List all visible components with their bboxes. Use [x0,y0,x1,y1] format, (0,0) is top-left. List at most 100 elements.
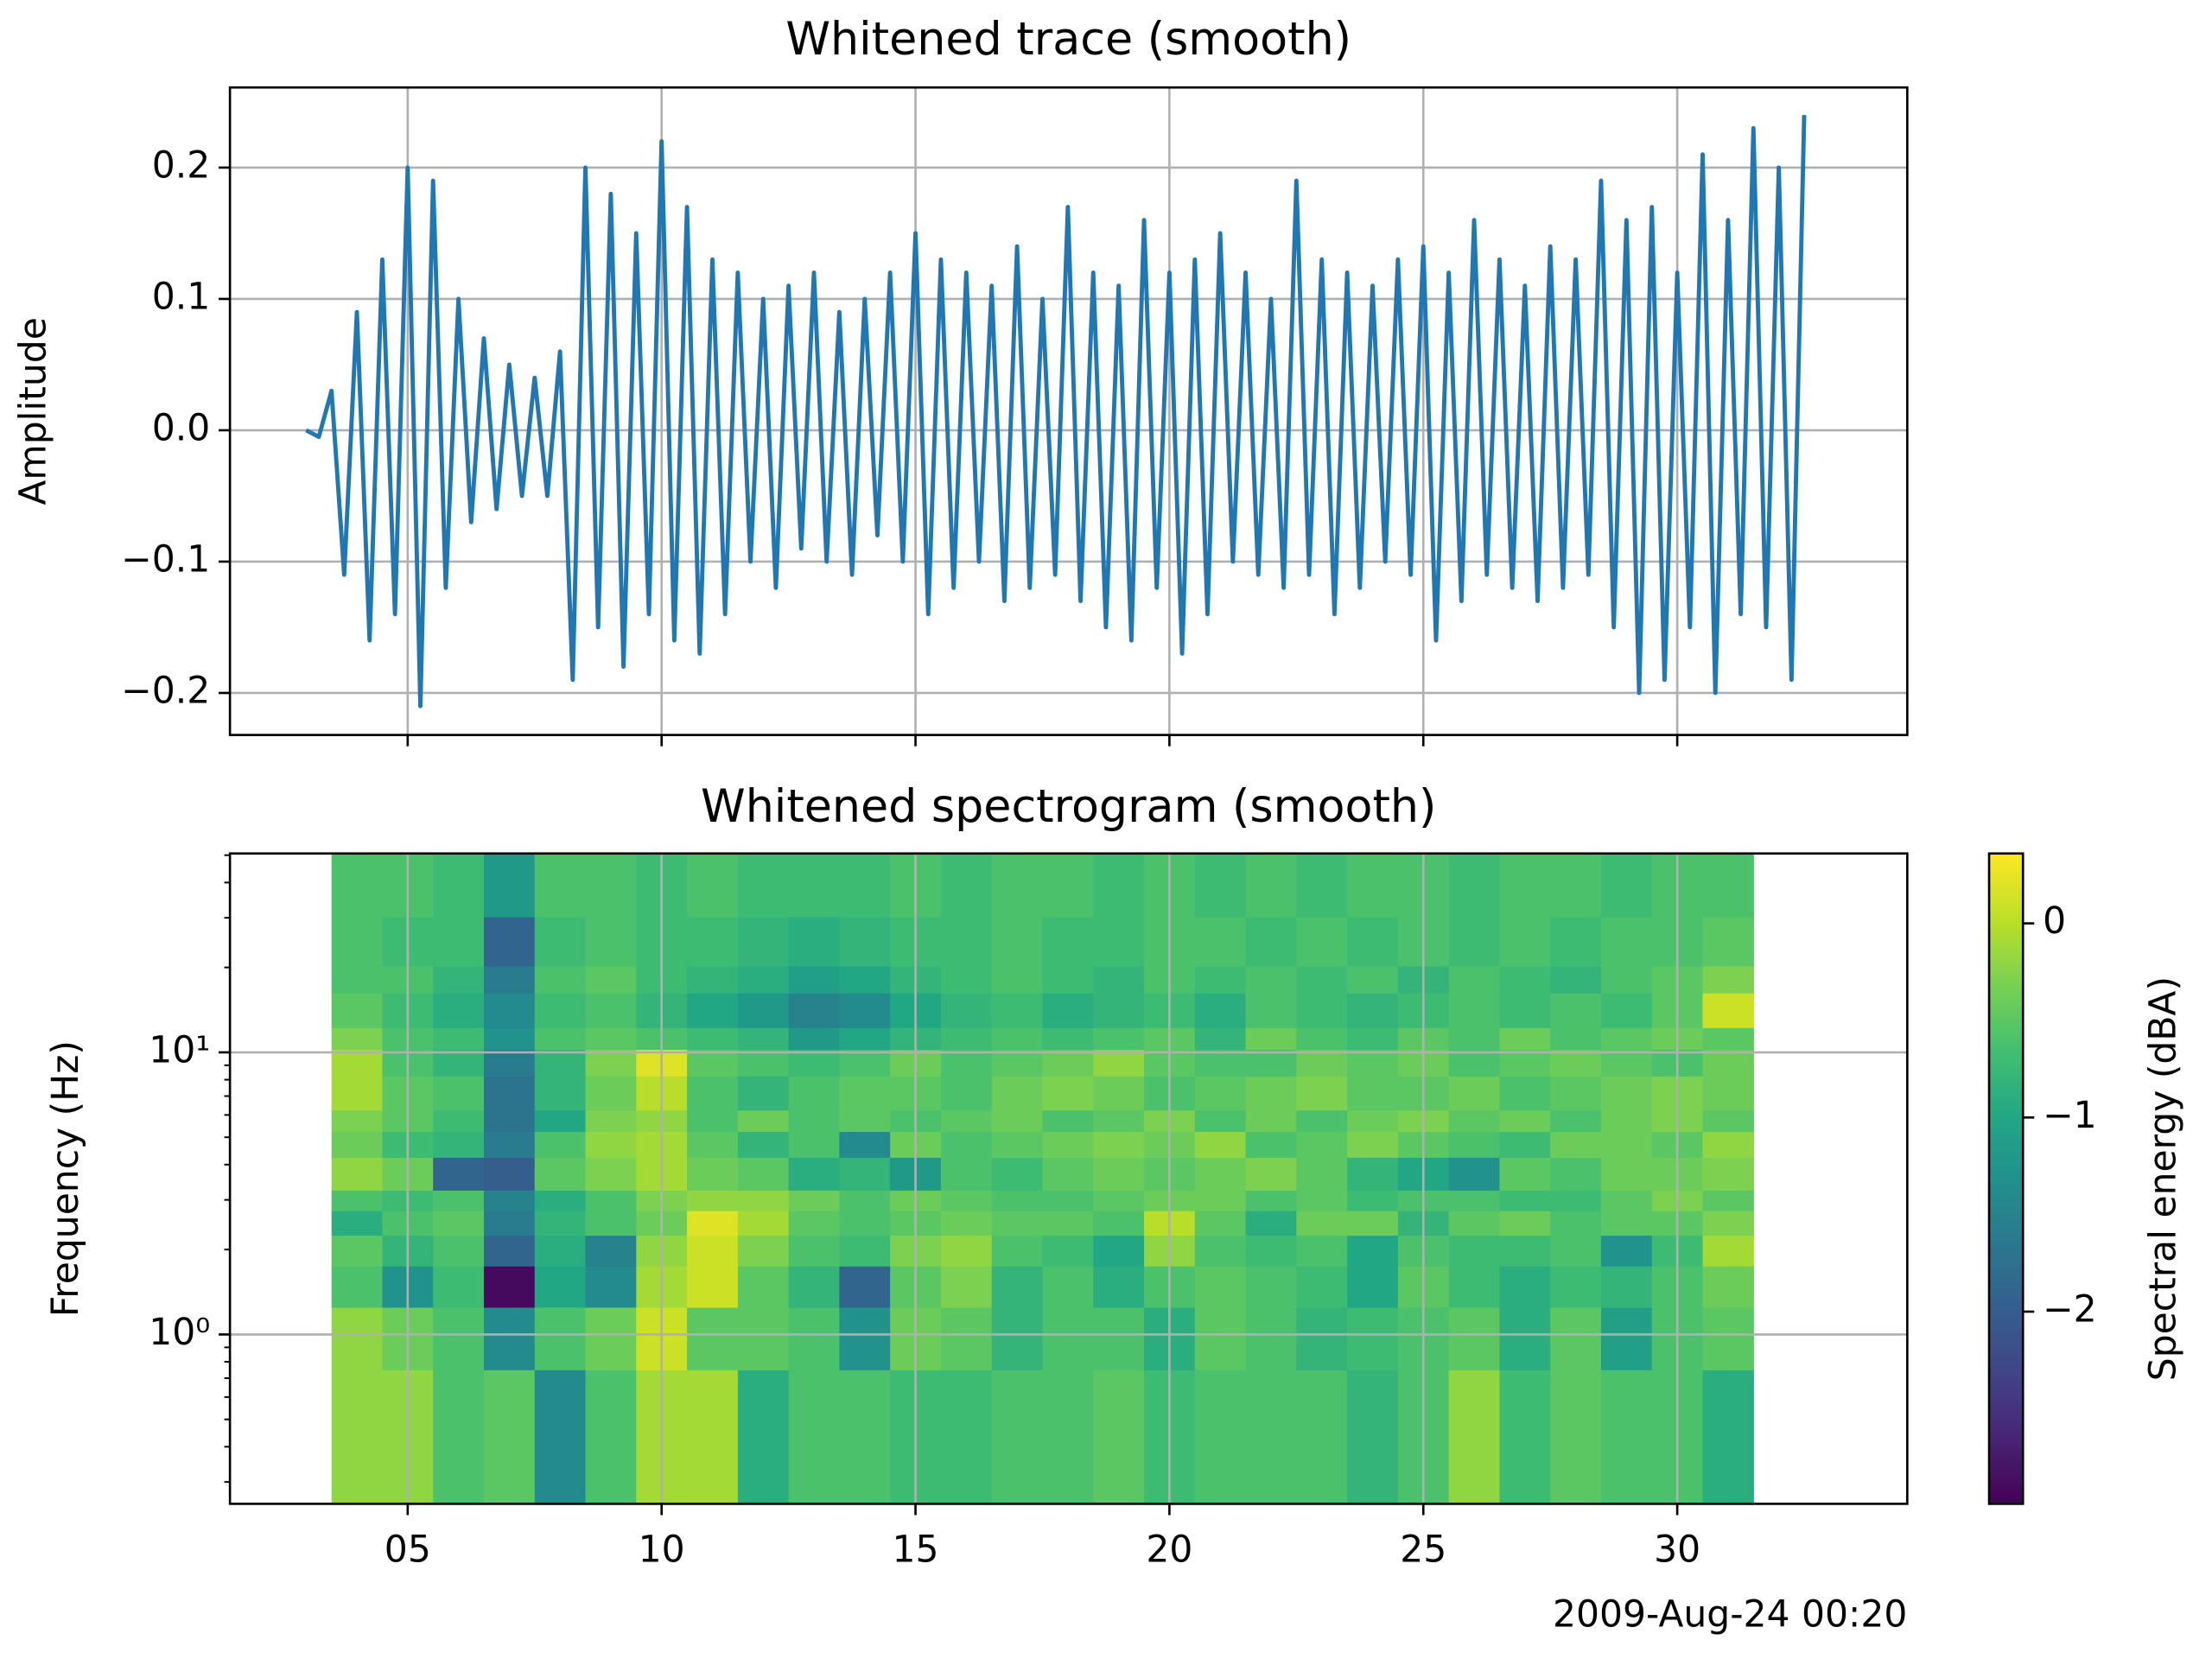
heatmap-cell [331,993,384,1028]
heatmap-cell [737,1210,790,1236]
heatmap-cell [1245,1210,1297,1236]
heatmap-cell [788,1109,841,1132]
heatmap-cell [1245,1370,1297,1505]
heatmap-cell [1347,1076,1399,1111]
heatmap-cell [1093,1190,1145,1211]
heatmap-cell [585,1210,637,1236]
heatmap-cell [839,1370,891,1505]
heatmap-cell [1600,993,1653,1028]
heatmap-cell [940,1266,993,1308]
heatmap-cell [1499,916,1551,967]
heatmap-cell [839,1266,891,1308]
chart-title: Whitened trace (smooth) [785,14,1351,66]
heatmap-cell [534,1235,587,1267]
heatmap-cell [1042,1109,1094,1132]
heatmap-cell [1448,1370,1501,1505]
heatmap-cell [534,855,587,918]
heatmap-cell [1245,1076,1297,1111]
heatmap-cell [1550,1131,1602,1158]
heatmap-cell [687,855,739,918]
heatmap-cell [1042,1306,1094,1370]
heatmap-cell [483,1076,536,1111]
heatmap-cell [534,1109,587,1132]
heatmap-cell [1245,1157,1297,1191]
heatmap-cell [331,1157,384,1191]
heatmap-cell [1550,855,1602,918]
heatmap-cell [1347,1131,1399,1158]
heatmap-cell [585,1109,637,1132]
heatmap-cell [1296,1210,1348,1236]
heatmap-cell [1347,1027,1399,1051]
heatmap-cell [1600,1049,1653,1077]
heatmap-cell [1296,1027,1348,1051]
heatmap-cell [940,1131,993,1158]
heatmap-cell [534,1370,587,1505]
heatmap-cell [737,1306,790,1370]
heatmap-cell [483,916,536,967]
y-tick-label: 10¹ [149,1029,210,1071]
heatmap-cell [839,1190,891,1211]
heatmap-cell [1347,855,1399,918]
heatmap-cell [1042,855,1094,918]
heatmap-cell [534,965,587,994]
heatmap-cell [1194,1266,1247,1308]
heatmap-cell [737,916,790,967]
heatmap-cell [1702,1157,1754,1191]
heatmap-cell [1550,1266,1602,1308]
colorbar-tick-label: −2 [2043,1288,2097,1331]
heatmap-cell [585,1076,637,1111]
heatmap-cell [585,1027,637,1051]
heatmap-cell [687,1049,739,1077]
trace-line [305,115,1807,709]
heatmap-cell [687,1210,739,1236]
heatmap-cell [1499,1109,1551,1132]
heatmap-cell [1550,1049,1602,1077]
heatmap-cell [585,1131,637,1158]
heatmap-cell [483,1210,536,1236]
heatmap-cell [1448,1306,1501,1370]
heatmap-cell [1600,1306,1653,1370]
heatmap-cell [1296,1370,1348,1505]
heatmap-cell [585,1306,637,1370]
heatmap-cell [1448,1076,1501,1111]
heatmap-cell [687,993,739,1028]
heatmap-cell [585,1266,637,1308]
heatmap-cell [585,1235,637,1267]
heatmap-cell [940,1190,993,1211]
heatmap-cell [1194,1157,1247,1191]
heatmap-cell [1550,1210,1602,1236]
heatmap-cell [1550,1027,1602,1051]
heatmap-cell [1600,1131,1653,1158]
heatmap-cell [940,1027,993,1051]
heatmap-cell [534,916,587,967]
heatmap-cell [1499,1190,1551,1211]
heatmap-cell [1347,993,1399,1028]
heatmap-cell [1042,916,1094,967]
heatmap-cell [1194,855,1247,918]
colorbar [1987,852,2024,1505]
heatmap-cell [331,1049,384,1077]
heatmap-cell [1702,1235,1754,1267]
heatmap-cell [788,1131,841,1158]
heatmap-cell [737,1157,790,1191]
heatmap-cell [1600,916,1653,967]
y-tick-label: −0.1 [121,538,210,581]
x-tick-label: 25 [1400,1529,1446,1571]
heatmap-cell [940,965,993,994]
heatmap-cell [331,1190,384,1211]
x-tick-label: 30 [1654,1529,1700,1571]
heatmap-cell [1448,1157,1501,1191]
heatmap-cell [1042,1131,1094,1158]
heatmap-cell [585,993,637,1028]
heatmap-cell [1042,965,1094,994]
heatmap-cell [1499,1370,1551,1505]
heatmap-cell [585,965,637,994]
heatmap-cell [991,965,1044,994]
heatmap-cell [1296,1049,1348,1077]
heatmap-cell [1042,1027,1094,1051]
heatmap-cell [1093,965,1145,994]
heatmap-cell [788,1306,841,1370]
heatmap-cell [737,1049,790,1077]
colorbar-label: Spectral energy (dBA) [2143,976,2185,1381]
